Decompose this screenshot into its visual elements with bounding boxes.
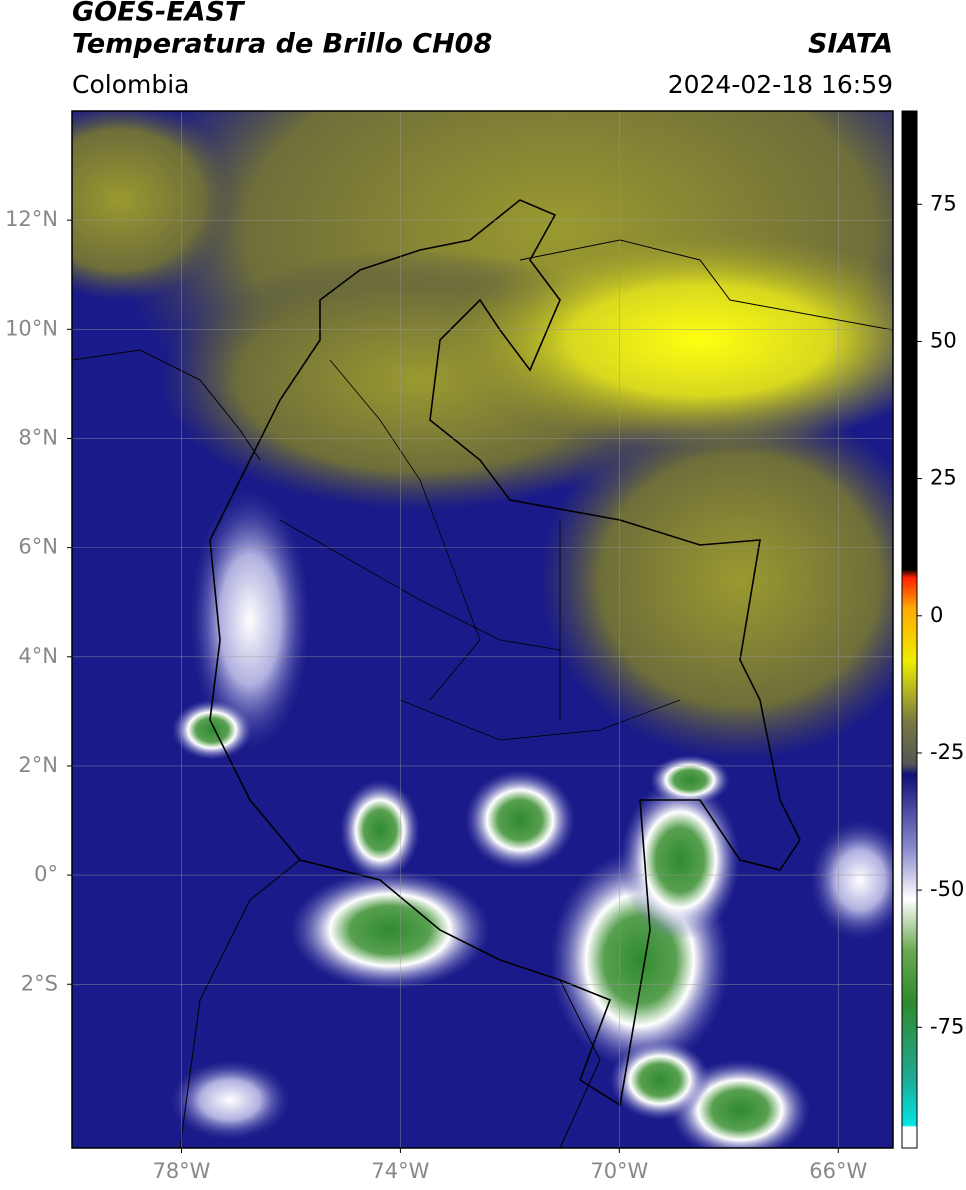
colorbar xyxy=(901,110,918,1149)
colorbar-tick-label: 0 xyxy=(930,603,943,627)
datetime: 2024-02-18 16:59 xyxy=(668,70,893,99)
subtitle: Temperatura de Brillo CH08 xyxy=(72,29,492,60)
colorbar-tick-label: 50 xyxy=(930,328,957,352)
lat-tick-label: 2°S xyxy=(21,971,58,995)
lat-tick-label: 0° xyxy=(34,862,58,886)
lat-tick-label: 4°N xyxy=(18,644,58,668)
lon-tick-label: 74°W xyxy=(371,1159,429,1183)
lat-tick-label: 12°N xyxy=(5,207,58,231)
lon-tick-label: 66°W xyxy=(809,1159,867,1183)
colorbar-tick-label: 25 xyxy=(930,466,957,490)
lat-tick-label: 6°N xyxy=(18,535,58,559)
lat-tick-label: 2°N xyxy=(18,753,58,777)
lat-tick-label: 10°N xyxy=(5,316,58,340)
lat-tick-label: 8°N xyxy=(18,425,58,449)
title: GOES-EAST xyxy=(72,0,246,28)
lon-tick-label: 78°W xyxy=(152,1159,210,1183)
colorbar-tick-label: -50 xyxy=(930,877,964,901)
colorbar-tick-label: 75 xyxy=(930,191,957,215)
source: SIATA xyxy=(808,29,893,60)
region: Colombia xyxy=(72,70,189,99)
satellite-image xyxy=(72,111,893,1148)
colorbar-tick-label: -75 xyxy=(930,1014,964,1038)
lon-tick-label: 70°W xyxy=(590,1159,648,1183)
colorbar-tick-label: -25 xyxy=(930,740,964,764)
map-frame xyxy=(71,110,894,1149)
